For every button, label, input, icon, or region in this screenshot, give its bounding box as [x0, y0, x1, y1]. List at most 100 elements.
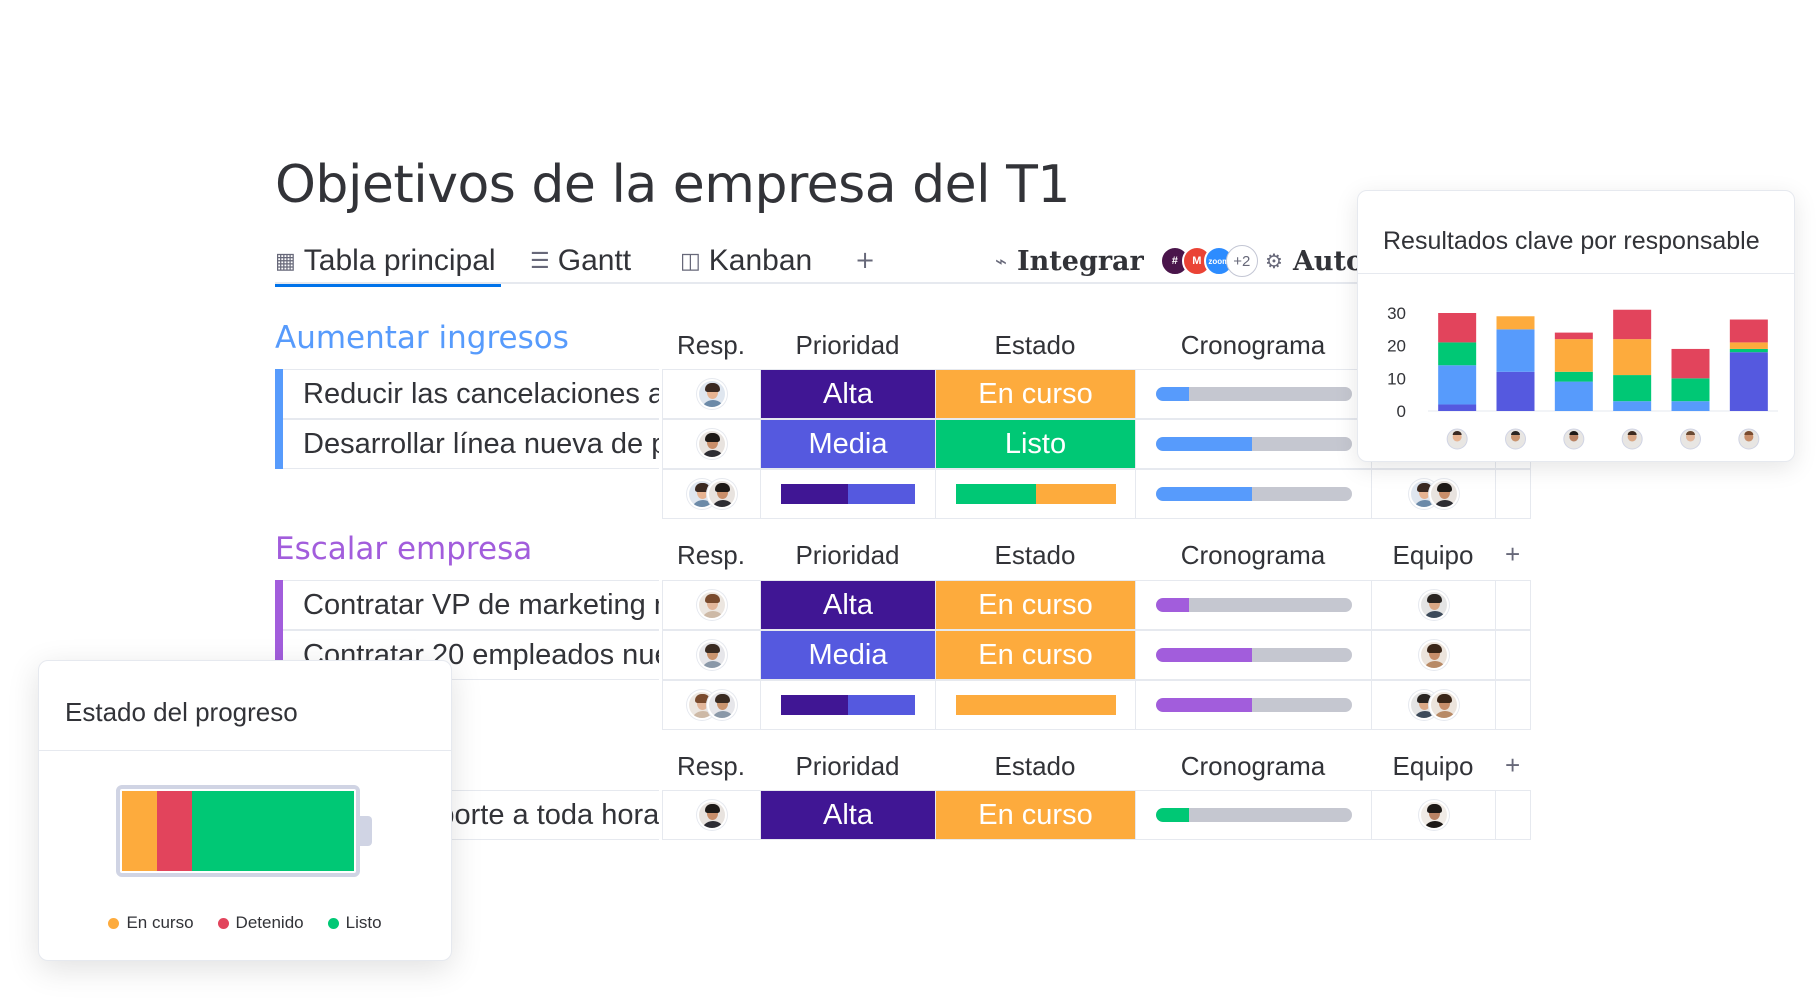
- group-title-escalar-empresa[interactable]: Escalar empresa: [275, 531, 533, 567]
- bar-segment[interactable]: [1729, 352, 1768, 411]
- resp-summary-cell: [662, 680, 760, 730]
- bar-segment[interactable]: [1613, 309, 1652, 340]
- add-column-button[interactable]: +: [1505, 750, 1521, 780]
- tab-label: Kanban: [708, 244, 813, 277]
- column-header-prioridad[interactable]: Prioridad: [795, 330, 900, 360]
- bar-segment[interactable]: [1554, 371, 1593, 382]
- widget-title: Resultados clave por responsable: [1383, 227, 1760, 255]
- bar-segment[interactable]: [1438, 342, 1477, 366]
- column-header-cronograma[interactable]: Cronograma: [1180, 330, 1326, 360]
- bar-segment[interactable]: [1438, 313, 1477, 343]
- resp-cell[interactable]: [662, 790, 760, 840]
- timeline-cell[interactable]: [1135, 369, 1371, 419]
- team-cell[interactable]: [1371, 630, 1495, 680]
- tab-label: Gantt: [557, 244, 632, 277]
- item-name[interactable]: Contratar VP de marketing nuevo: [283, 580, 659, 630]
- item-name[interactable]: Reducir las cancelaciones a menos del 10…: [283, 369, 659, 419]
- responsable-avatar: [1505, 428, 1526, 450]
- avatar: [1418, 800, 1449, 830]
- y-tick-label: 10: [1387, 369, 1406, 388]
- timeline-cell[interactable]: [1135, 580, 1371, 630]
- timeline-bar: [1155, 698, 1352, 712]
- team-cell[interactable]: [1371, 580, 1495, 630]
- bar-segment[interactable]: [1438, 365, 1477, 405]
- bar-segment[interactable]: [1729, 319, 1768, 343]
- priority-label: Alta: [823, 798, 873, 831]
- priority-label: Alta: [823, 588, 873, 621]
- status-cell[interactable]: En curso: [935, 630, 1135, 680]
- priority-cell[interactable]: Alta: [760, 369, 935, 419]
- bar-segment[interactable]: [1438, 404, 1477, 411]
- status-cell[interactable]: En curso: [935, 790, 1135, 840]
- responsable-avatar: [1738, 428, 1760, 450]
- timeline-cell[interactable]: [1135, 790, 1371, 840]
- bar-segment[interactable]: [1496, 316, 1535, 330]
- status-cell[interactable]: En curso: [935, 580, 1135, 630]
- tab-gantt[interactable]: ☰ Gantt: [530, 238, 631, 284]
- tab-kanban[interactable]: ◫ Kanban: [680, 238, 812, 284]
- column-header-equipo[interactable]: Equipo: [1392, 751, 1474, 781]
- item-name[interactable]: Desarrollar línea nueva de productos: [283, 419, 659, 469]
- timeline-cell[interactable]: [1135, 419, 1371, 469]
- bar-segment[interactable]: [1496, 371, 1535, 411]
- timeline-summary-cell: [1135, 469, 1371, 519]
- resp-cell[interactable]: [662, 580, 760, 630]
- column-header-cronograma[interactable]: Cronograma: [1180, 540, 1326, 570]
- avatar: [1428, 479, 1459, 509]
- status-cell[interactable]: Listo: [935, 419, 1135, 469]
- group-title-aumentar-ingresos[interactable]: Aumentar ingresos: [275, 320, 569, 356]
- add-view-button[interactable]: +: [855, 246, 876, 274]
- resp-cell[interactable]: [662, 419, 760, 469]
- bar-segment[interactable]: [1554, 332, 1593, 340]
- column-header-resp[interactable]: Resp.: [677, 751, 745, 781]
- bar-segment[interactable]: [1729, 342, 1768, 349]
- progress-legend: En curso Detenido Listo: [39, 913, 451, 933]
- column-header-prioridad[interactable]: Prioridad: [795, 540, 900, 570]
- team-cell[interactable]: [1371, 790, 1495, 840]
- resp-cell[interactable]: [662, 630, 760, 680]
- integrate-button[interactable]: ⌁ Integrar # M zoom +2: [995, 238, 1258, 284]
- bar-segment[interactable]: [1496, 329, 1535, 372]
- column-header-equipo[interactable]: Equipo: [1392, 540, 1474, 570]
- column-header-resp[interactable]: Resp.: [677, 330, 745, 360]
- bar-segment[interactable]: [1671, 378, 1710, 402]
- status-cell[interactable]: En curso: [935, 369, 1135, 419]
- priority-summary-bar: [781, 484, 915, 504]
- y-tick-label: 20: [1387, 337, 1406, 356]
- timeline-cell[interactable]: [1135, 630, 1371, 680]
- column-header-prioridad[interactable]: Prioridad: [795, 751, 900, 781]
- add-column-button[interactable]: +: [1505, 539, 1521, 569]
- column-header-cronograma[interactable]: Cronograma: [1180, 751, 1326, 781]
- bar-segment[interactable]: [1613, 401, 1652, 411]
- bar-segment[interactable]: [1671, 348, 1710, 379]
- avatar: [1418, 640, 1449, 670]
- key-results-widget: Resultados clave por responsable 30 20 10 0: [1357, 190, 1795, 462]
- timeline-bar: [1155, 648, 1352, 662]
- bar-segment[interactable]: [1554, 381, 1593, 411]
- column-header-estado[interactable]: Estado: [994, 751, 1076, 781]
- avatar: [696, 590, 727, 620]
- bar-segment[interactable]: [1729, 348, 1768, 353]
- column-header-estado[interactable]: Estado: [994, 330, 1076, 360]
- bar-segment[interactable]: [1671, 401, 1710, 411]
- bar-segment[interactable]: [1613, 339, 1652, 376]
- bar-segment[interactable]: [1554, 339, 1593, 372]
- resp-cell[interactable]: [662, 369, 760, 419]
- priority-cell[interactable]: Media: [760, 419, 935, 469]
- priority-cell[interactable]: Alta: [760, 790, 935, 840]
- divider: [1358, 273, 1794, 274]
- priority-cell[interactable]: Media: [760, 630, 935, 680]
- tab-tabla-principal[interactable]: ▦ Tabla principal: [275, 238, 501, 287]
- column-header-resp[interactable]: Resp.: [677, 540, 745, 570]
- status-summary-bar: [955, 695, 1116, 715]
- priority-cell[interactable]: Alta: [760, 580, 935, 630]
- legend-label: Listo: [345, 913, 382, 932]
- column-header-estado[interactable]: Estado: [994, 540, 1076, 570]
- legend-item: Detenido: [217, 913, 304, 933]
- progress-status-widget: Estado del progreso En curso Detenido List…: [38, 660, 452, 961]
- bar-segment[interactable]: [1613, 375, 1652, 402]
- priority-label: Media: [808, 638, 888, 671]
- avatar: [706, 479, 737, 509]
- tab-label: Tabla principal: [303, 244, 496, 277]
- group-color-bar: [275, 419, 283, 469]
